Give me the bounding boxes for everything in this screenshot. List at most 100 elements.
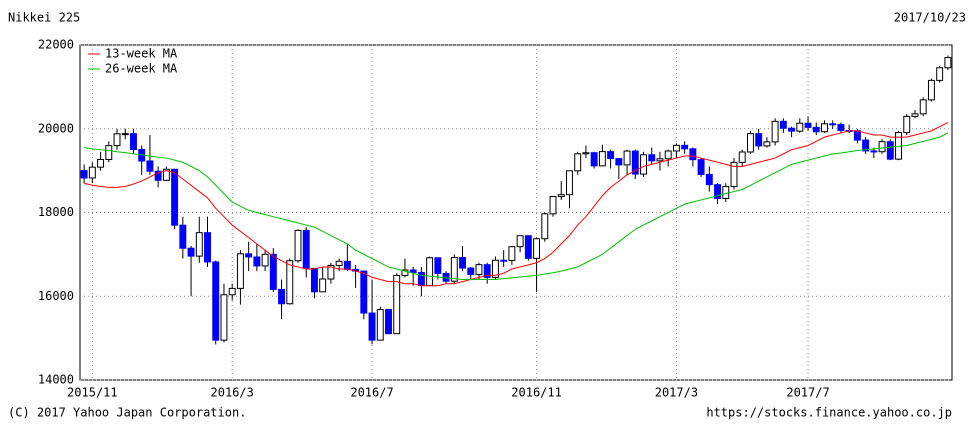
candle-body — [236, 253, 244, 289]
candle-body — [755, 133, 763, 147]
ma-line — [84, 132, 949, 280]
candle-body — [853, 130, 861, 141]
candle-body — [360, 270, 368, 314]
candle-body — [607, 151, 615, 160]
candle-body — [302, 229, 310, 269]
candle-body — [154, 170, 162, 181]
chart-title: Nikkei 225 — [8, 11, 80, 25]
candle-body — [582, 152, 590, 155]
x-tick-label: 2017/3 — [655, 386, 698, 400]
candle-body — [278, 288, 286, 305]
candle-body — [327, 264, 335, 280]
candle-body — [162, 168, 170, 181]
candle-body — [730, 161, 738, 188]
candle-body — [146, 160, 154, 172]
candle-body — [212, 261, 220, 341]
candle-body — [574, 153, 582, 172]
candle-body — [788, 127, 796, 132]
candle-body — [722, 186, 730, 199]
candle-body — [598, 151, 606, 167]
candle-body — [368, 312, 376, 341]
candle-body — [697, 159, 705, 175]
candle-body — [121, 133, 129, 136]
candle-body — [434, 257, 442, 274]
candle-body — [804, 122, 812, 128]
candle-body — [771, 120, 779, 143]
candle-body — [944, 57, 952, 69]
candle-body — [631, 150, 639, 175]
candle-body — [261, 253, 269, 267]
y-tick-label: 22000 — [38, 38, 74, 52]
candle-body — [886, 141, 894, 160]
candle-body — [105, 145, 113, 161]
candle-body — [269, 253, 277, 290]
candle-body — [936, 67, 944, 81]
candle-body — [475, 264, 483, 276]
candle-body — [80, 170, 88, 179]
ma-line — [83, 122, 949, 287]
candle-body — [467, 267, 475, 276]
source: https://stocks.finance.yahoo.co.jp — [706, 406, 952, 420]
candle-body — [376, 309, 384, 341]
candle-body — [919, 99, 927, 115]
candle-body — [796, 122, 804, 132]
candle-body — [385, 309, 392, 335]
candle-body — [220, 294, 228, 341]
candle-body — [171, 168, 179, 226]
candle-body — [310, 267, 318, 293]
candle-body — [409, 269, 417, 273]
candle-body — [615, 158, 623, 166]
candle-body — [228, 287, 236, 296]
candle-body — [664, 150, 672, 160]
candle-body — [294, 229, 302, 262]
candle-body — [549, 196, 557, 215]
candle-body — [566, 170, 573, 196]
x-tick-label: 2017/7 — [786, 386, 829, 400]
y-tick-label: 14000 — [38, 373, 74, 387]
candle-body — [779, 120, 787, 129]
candle-body — [714, 184, 722, 199]
candle-body — [483, 264, 491, 278]
y-tick-label: 20000 — [38, 121, 74, 135]
candle-body — [672, 144, 680, 152]
x-tick-label: 2016/11 — [511, 386, 562, 400]
candle-body — [491, 259, 499, 278]
candle-body — [648, 154, 656, 162]
candle-body — [878, 141, 886, 153]
candle-body — [516, 235, 524, 248]
candle-body — [253, 256, 261, 267]
candle-body — [821, 123, 828, 133]
x-tick-label: 2016/7 — [350, 386, 393, 400]
candle-body — [837, 124, 845, 131]
candle-body — [870, 150, 878, 153]
candle-body — [862, 139, 870, 152]
candle-body — [557, 194, 565, 198]
candle-body — [927, 79, 935, 101]
candle-body — [623, 150, 631, 166]
legend-label: 13-week MA — [105, 47, 178, 61]
candle-body — [97, 159, 105, 168]
x-tick-label: 2016/3 — [211, 386, 254, 400]
x-tick-label: 2015/11 — [67, 386, 118, 400]
candle-body — [763, 141, 771, 147]
candle-body — [590, 152, 598, 167]
candle-body — [524, 235, 532, 259]
candle-body — [656, 158, 664, 162]
candle-body — [426, 257, 434, 287]
legend-label: 26-week MA — [105, 62, 178, 76]
candle-body — [705, 173, 713, 186]
candle-body — [393, 274, 401, 335]
candle-body — [130, 133, 137, 151]
chart-date: 2017/10/23 — [894, 11, 966, 25]
candle-body — [738, 151, 746, 163]
candle-body — [829, 123, 837, 126]
candle-body — [746, 133, 754, 153]
candle-body — [187, 247, 195, 257]
candle-body — [459, 257, 466, 269]
candle-body — [245, 253, 253, 258]
candle-body — [195, 232, 203, 257]
candle-body — [286, 260, 294, 305]
candle-body — [911, 113, 919, 117]
